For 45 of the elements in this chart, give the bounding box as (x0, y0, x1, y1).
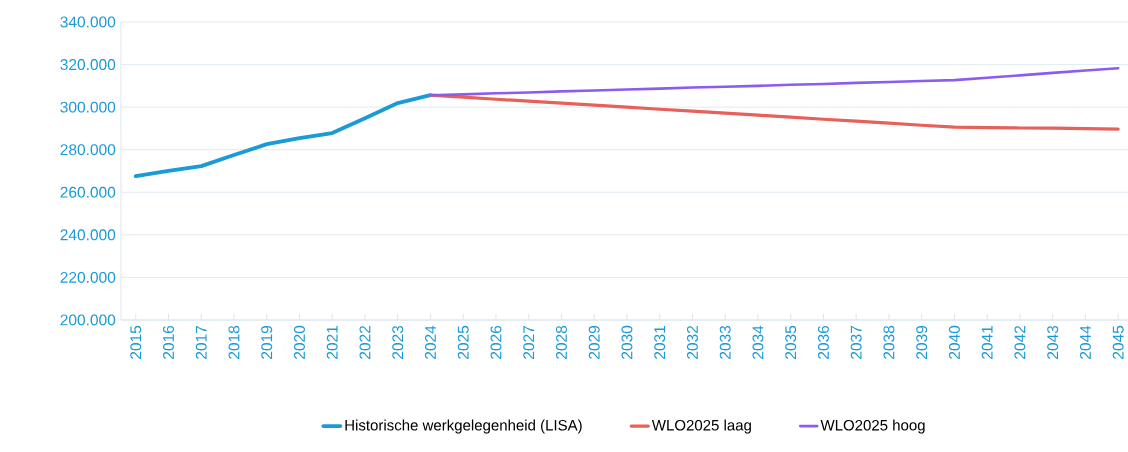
legend-label: WLO2025 laag (651, 419, 751, 434)
x-tick-label: 2018 (228, 325, 240, 359)
x-tick-label: 2020 (293, 325, 305, 359)
x-tick-label: 2025 (457, 325, 469, 359)
x-tick-label: 2038 (883, 325, 895, 359)
x-tick-label: 2015 (130, 325, 142, 359)
x-tick-label: 2043 (1047, 325, 1059, 359)
x-tick-label: 2022 (359, 325, 371, 359)
x-tick-label: 2028 (555, 325, 567, 359)
x-tick-label: 2031 (654, 325, 666, 359)
x-tick-label: 2029 (588, 325, 600, 359)
legend-label: WLO2025 hoog (820, 419, 925, 434)
x-tick-label: 2021 (326, 325, 338, 359)
x-tick-label: 2040 (948, 325, 960, 359)
x-tick-label: 2024 (424, 325, 436, 359)
y-tick-label: 240.000 (60, 229, 116, 241)
y-tick-label: 220.000 (60, 271, 116, 283)
x-tick-label: 2023 (392, 325, 404, 359)
x-tick-label: 2032 (686, 325, 698, 359)
x-tick-label: 2036 (817, 325, 829, 359)
x-tick-label: 2035 (785, 325, 797, 359)
y-tick-label: 320.000 (60, 59, 116, 71)
x-tick-label: 2037 (850, 325, 862, 359)
x-tick-label: 2044 (1079, 325, 1091, 359)
x-tick-label: 2033 (719, 325, 731, 359)
x-tick-label: 2030 (621, 325, 633, 359)
x-tick-label: 2041 (981, 325, 993, 359)
y-tick-label: 300.000 (60, 101, 116, 113)
y-tick-label: 280.000 (60, 144, 116, 156)
x-tick-label: 2016 (163, 325, 174, 359)
x-tick-label: 2039 (916, 325, 928, 359)
x-tick-label: 2019 (261, 325, 273, 359)
line-series (429, 66, 1120, 97)
x-tick-label: 2042 (1014, 325, 1026, 359)
y-tick-label: 340.000 (60, 16, 116, 28)
x-tick-label: 2026 (490, 325, 502, 359)
x-tick-label: 2017 (195, 325, 207, 359)
y-tick-label: 200.000 (60, 314, 116, 326)
y-tick-label: 260.000 (60, 186, 116, 198)
x-tick-label: 2034 (752, 325, 764, 359)
x-tick-label: 2027 (523, 325, 535, 359)
legend-label: Historische werkgelegenheid (LISA) (345, 419, 582, 434)
line-series (133, 93, 433, 178)
line-series (428, 93, 1120, 131)
x-tick-label: 2045 (1112, 325, 1124, 359)
